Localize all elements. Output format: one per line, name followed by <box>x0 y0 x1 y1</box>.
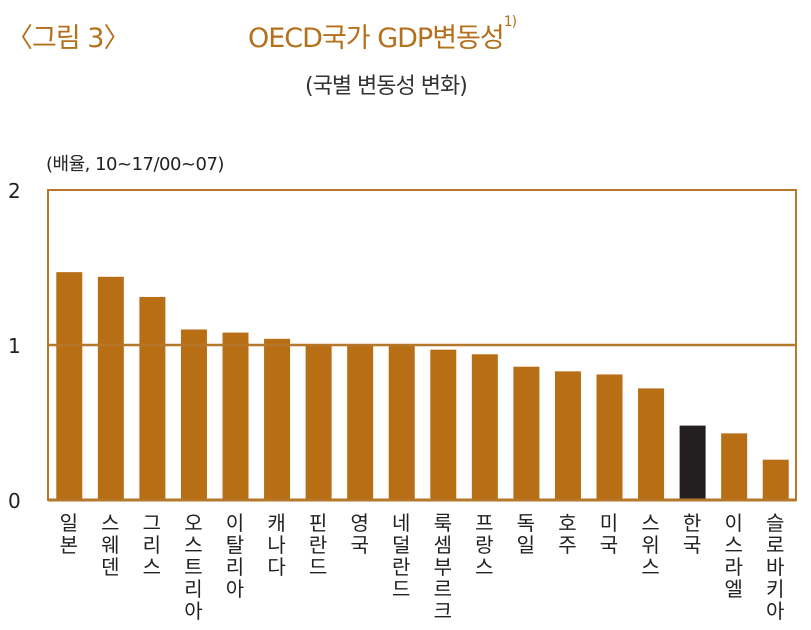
bar-17 <box>762 459 789 500</box>
x-tick-label: 그리스 <box>142 511 162 579</box>
x-tick-label: 일본 <box>59 511 78 557</box>
x-tick-label: 독일 <box>516 511 536 557</box>
chart-subtitle: (국별 변동성 변화) <box>305 74 468 99</box>
x-tick-label: 스웨덴 <box>101 511 120 579</box>
bar-5 <box>264 338 291 500</box>
figure-label: 〈그림 3〉 <box>6 23 130 54</box>
bar-11 <box>513 366 540 500</box>
bar-7 <box>347 345 374 500</box>
x-tick-label: 핀란드 <box>308 511 328 579</box>
bar-10 <box>471 354 498 500</box>
x-tick-label: 영국 <box>350 511 369 557</box>
x-tick-label: 네덜란드 <box>392 511 411 601</box>
bar-0 <box>56 272 83 500</box>
bar-6 <box>305 345 332 500</box>
x-tick-label: 스위스 <box>641 511 660 579</box>
chart-title-text: OECD국가 GDP변동성 <box>248 23 505 54</box>
x-tick-label: 호주 <box>558 511 577 557</box>
bar-9 <box>430 349 457 500</box>
x-tick-label: 캐나다 <box>267 511 286 579</box>
bar-3 <box>180 329 207 500</box>
y-tick-label: 0 <box>8 489 21 513</box>
y-axis-unit-label: (배율, 10~17/00~07) <box>46 154 224 175</box>
bar-1 <box>97 276 124 500</box>
x-tick-label: 프랑스 <box>475 511 494 579</box>
x-tick-label: 이탈리아 <box>225 511 245 601</box>
bar-15 <box>679 425 706 500</box>
title-footnote: 1) <box>503 14 517 30</box>
x-tick-label: 룩셈부르크 <box>433 511 452 623</box>
y-tick-label: 1 <box>8 334 21 358</box>
bar-2 <box>139 296 166 500</box>
y-tick-label: 2 <box>8 179 21 203</box>
bar-4 <box>222 332 249 500</box>
x-tick-label: 한국 <box>682 511 702 557</box>
x-tick-label: 이스라엘 <box>724 511 743 601</box>
bar-14 <box>638 388 665 500</box>
x-tick-label: 오스트리아 <box>184 511 203 623</box>
bar-8 <box>388 345 415 500</box>
x-tick-label: 미국 <box>599 511 619 557</box>
bar-12 <box>554 371 581 500</box>
chart-title: OECD국가 GDP변동성1) <box>248 14 517 55</box>
bar-16 <box>721 433 748 500</box>
x-tick-label: 슬로바키아 <box>766 511 785 623</box>
bar-13 <box>596 374 623 500</box>
